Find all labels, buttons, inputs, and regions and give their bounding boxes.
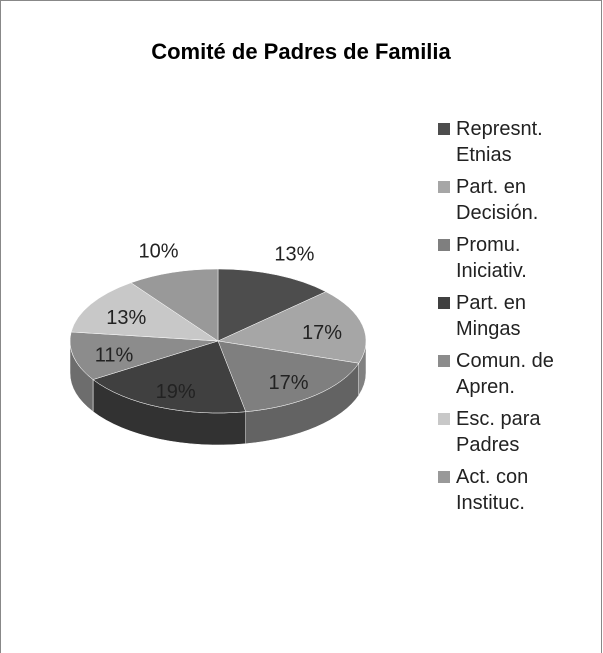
legend-swatch bbox=[438, 123, 450, 135]
data-label: 19% bbox=[156, 381, 196, 403]
legend-entry: Part. en Mingas bbox=[438, 290, 598, 342]
data-label: 13% bbox=[106, 307, 146, 329]
legend-entry: Act. con Instituc. bbox=[438, 464, 598, 516]
slice bbox=[69, 331, 219, 380]
slice bbox=[217, 291, 367, 364]
legend-entry: Promu. Iniciativ. bbox=[438, 232, 598, 284]
legend-label: Represnt. Etnias bbox=[456, 118, 543, 166]
legend-entry: Part. en Decisión. bbox=[438, 174, 598, 226]
slice bbox=[70, 282, 219, 342]
data-label: 10% bbox=[139, 240, 179, 262]
data-label: 17% bbox=[302, 322, 342, 344]
slice bbox=[217, 340, 360, 412]
slice bbox=[92, 340, 247, 414]
data-label: 11% bbox=[95, 345, 134, 367]
legend-label: Part. en Mingas bbox=[456, 292, 527, 340]
data-label: 13% bbox=[274, 243, 314, 265]
legend-entry: Esc. para Padres bbox=[438, 406, 598, 458]
legend-swatch bbox=[438, 355, 450, 367]
chart-title: Comité de Padres de Familia bbox=[151, 39, 451, 64]
data-label: 17% bbox=[268, 372, 308, 394]
legend-entry: Comun. de Apren. bbox=[438, 348, 598, 400]
legend-swatch bbox=[438, 239, 450, 251]
legend-label: Promu. Iniciativ. bbox=[456, 234, 527, 282]
legend-swatch bbox=[438, 413, 450, 425]
legend-swatch bbox=[438, 181, 450, 193]
legend-label: Esc. para Padres bbox=[456, 408, 541, 456]
legend-swatch bbox=[438, 471, 450, 483]
slice bbox=[130, 268, 219, 342]
legend-swatch bbox=[438, 297, 450, 309]
legend-label: Act. con Instituc. bbox=[456, 466, 529, 514]
legend-label: Part. en Decisión. bbox=[456, 176, 539, 224]
legend-entry: Represnt. Etnias bbox=[438, 116, 598, 168]
legend-label: Comun. de Apren. bbox=[456, 350, 554, 398]
slice bbox=[217, 268, 327, 342]
